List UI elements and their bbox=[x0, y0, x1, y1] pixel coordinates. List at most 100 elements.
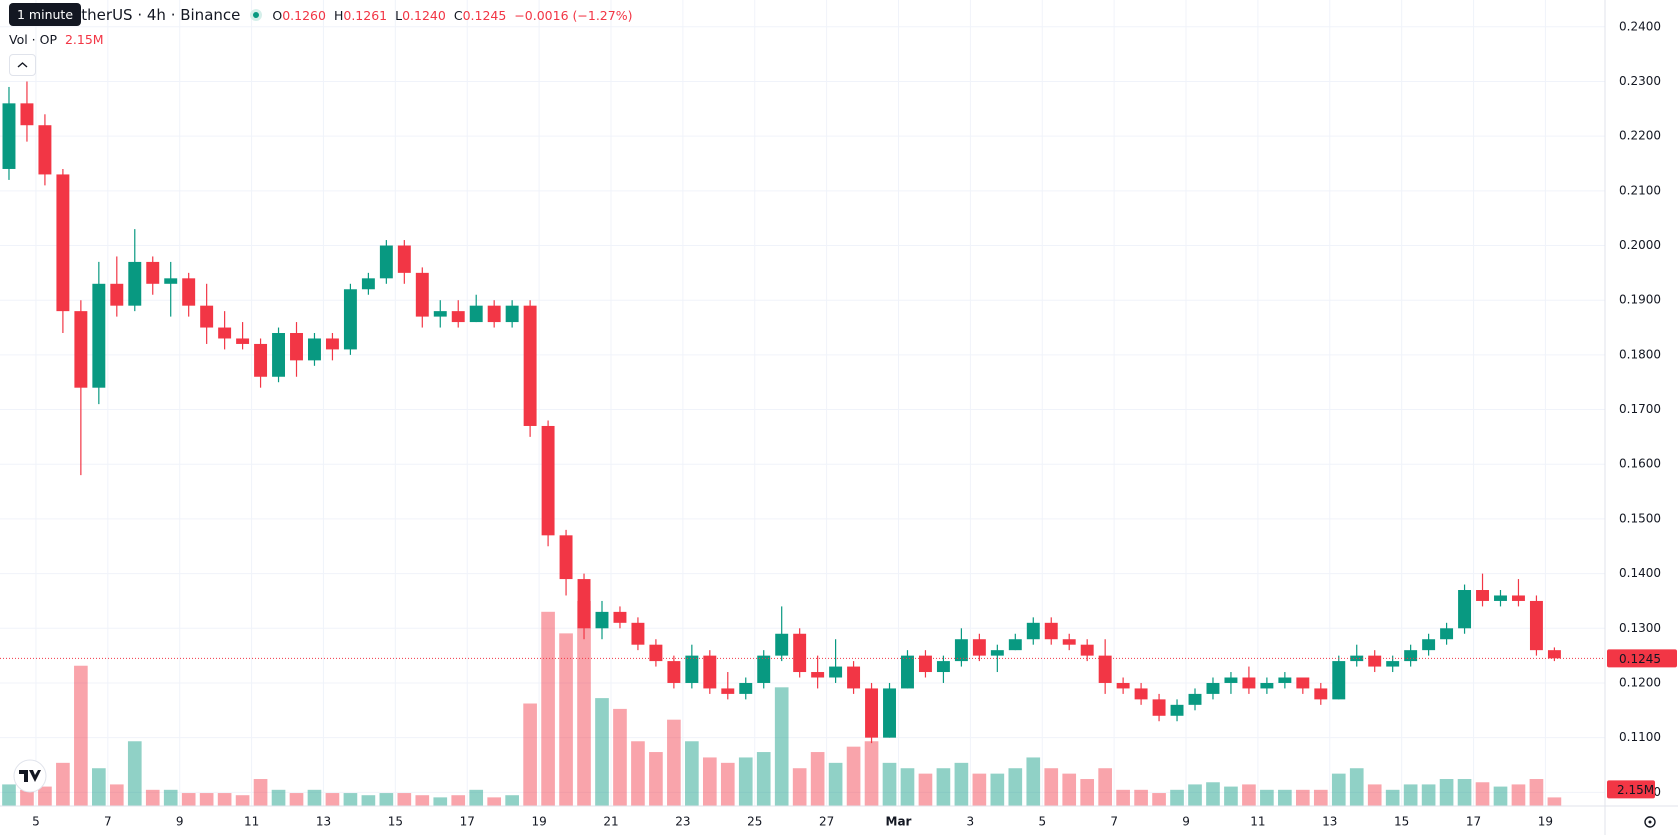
volume-bar bbox=[1529, 779, 1544, 806]
volume-bar bbox=[487, 797, 502, 806]
candle-body bbox=[649, 644, 663, 662]
volume-bar bbox=[523, 703, 537, 806]
candle-body bbox=[1547, 650, 1561, 659]
candle-body bbox=[1278, 677, 1292, 683]
candle-body bbox=[236, 338, 250, 344]
candle-body bbox=[1332, 661, 1346, 700]
candle-body bbox=[1098, 655, 1112, 683]
ohlc-value: 0.1260 bbox=[282, 7, 326, 23]
volume-bar bbox=[1295, 789, 1310, 806]
grid bbox=[0, 0, 1605, 806]
candle-body bbox=[972, 639, 986, 656]
volume-bar bbox=[685, 741, 699, 806]
y-tick-label: 0.2300 bbox=[1619, 74, 1661, 88]
candle-body bbox=[308, 338, 321, 361]
x-tick-label: 23 bbox=[675, 815, 690, 829]
volume-bar bbox=[56, 762, 70, 806]
volume-bar bbox=[900, 768, 915, 806]
ohlc-item: H0.1261 bbox=[334, 8, 387, 23]
candle-body bbox=[1044, 622, 1058, 640]
candle-body bbox=[415, 272, 429, 317]
candle-body bbox=[397, 245, 411, 273]
candle-body bbox=[631, 622, 645, 645]
volume-bar bbox=[253, 779, 268, 806]
volume-bar bbox=[792, 768, 807, 806]
candle-body bbox=[74, 311, 88, 388]
volume-bar bbox=[1224, 786, 1238, 806]
volume-bar bbox=[1475, 782, 1490, 806]
volume-bar bbox=[1260, 789, 1274, 806]
volume-bar bbox=[38, 786, 52, 806]
candle-body bbox=[128, 261, 142, 306]
volume-bar bbox=[1026, 757, 1041, 806]
volume-bar bbox=[810, 752, 825, 806]
volume-bar bbox=[433, 797, 448, 806]
candle-body bbox=[1224, 677, 1238, 683]
x-tick-label: 7 bbox=[104, 815, 112, 829]
candle-body bbox=[954, 639, 968, 662]
volume-bar bbox=[1457, 779, 1472, 806]
candle-body bbox=[1260, 682, 1274, 689]
y-tick-label: 0.1400 bbox=[1619, 566, 1661, 580]
ohlc-label: O bbox=[272, 7, 283, 23]
volume-bar bbox=[756, 752, 771, 806]
ohlc-label: L bbox=[395, 7, 403, 23]
volume-bar bbox=[1044, 768, 1059, 806]
volume-bar bbox=[1062, 773, 1077, 806]
y-tick-label: 0.1300 bbox=[1619, 621, 1661, 635]
volume-bar bbox=[289, 793, 304, 806]
candle-body bbox=[811, 672, 825, 678]
collapse-icon bbox=[17, 62, 28, 68]
settings-icon-center bbox=[1648, 820, 1652, 824]
volume-axis-label: 2.15M bbox=[1617, 783, 1654, 797]
volume-bar bbox=[271, 789, 286, 806]
y-tick-label: 0.2400 bbox=[1619, 19, 1661, 33]
candle-body bbox=[451, 311, 465, 323]
volume-bar bbox=[1385, 789, 1400, 806]
candle-body bbox=[1404, 650, 1418, 662]
volume-bar bbox=[181, 793, 196, 806]
ohlc-item: C0.1245 bbox=[454, 8, 506, 23]
candle-body bbox=[433, 311, 447, 317]
ohlc-value: 0.1240 bbox=[402, 7, 446, 23]
symbol-title[interactable]: OP / TetherUS · 4h · Binance bbox=[30, 6, 241, 24]
volume-bar bbox=[74, 665, 88, 806]
volume-bar bbox=[1134, 789, 1148, 806]
volume-bar bbox=[1547, 797, 1562, 806]
ohlc-legend: O0.1260 H0.1261 L0.1240 C0.1245 −0.0016 (−1.… bbox=[272, 8, 632, 23]
candle-body bbox=[901, 655, 914, 689]
candle-body bbox=[20, 103, 34, 126]
tooltip: 1 minute bbox=[9, 3, 82, 26]
x-tick-label: 13 bbox=[1322, 815, 1337, 829]
volume-bar bbox=[343, 793, 358, 806]
candle-body bbox=[595, 611, 609, 629]
volume-bar bbox=[361, 795, 376, 806]
volume-legend: Vol · OP 2.15M bbox=[9, 32, 104, 47]
candle-body bbox=[739, 682, 753, 694]
volume-bar bbox=[864, 741, 879, 806]
volume-bar bbox=[163, 789, 178, 806]
candle-body bbox=[613, 611, 627, 623]
candle-body bbox=[1296, 677, 1310, 689]
candle-body bbox=[1188, 693, 1202, 705]
volume-bar bbox=[918, 773, 933, 806]
candle-body bbox=[883, 688, 896, 738]
candle-body bbox=[200, 305, 214, 328]
status-dot bbox=[250, 9, 263, 21]
candle-body bbox=[1116, 682, 1130, 689]
candle-body bbox=[1314, 688, 1328, 700]
volume-bar bbox=[720, 762, 735, 806]
candle-body bbox=[990, 650, 1004, 656]
candle-body bbox=[325, 338, 339, 350]
candle-body bbox=[1386, 661, 1400, 667]
volume-bar bbox=[1116, 789, 1130, 806]
volume-bar bbox=[882, 762, 897, 806]
candle-body bbox=[361, 278, 375, 290]
volume-value: 2.15M bbox=[64, 32, 104, 47]
x-tick-label: 11 bbox=[1250, 815, 1265, 829]
logo-mark bbox=[19, 770, 41, 782]
candle-body bbox=[38, 125, 52, 175]
collapse-button[interactable] bbox=[9, 54, 36, 76]
candle-body bbox=[272, 333, 286, 377]
x-tick-label: 19 bbox=[531, 815, 546, 829]
